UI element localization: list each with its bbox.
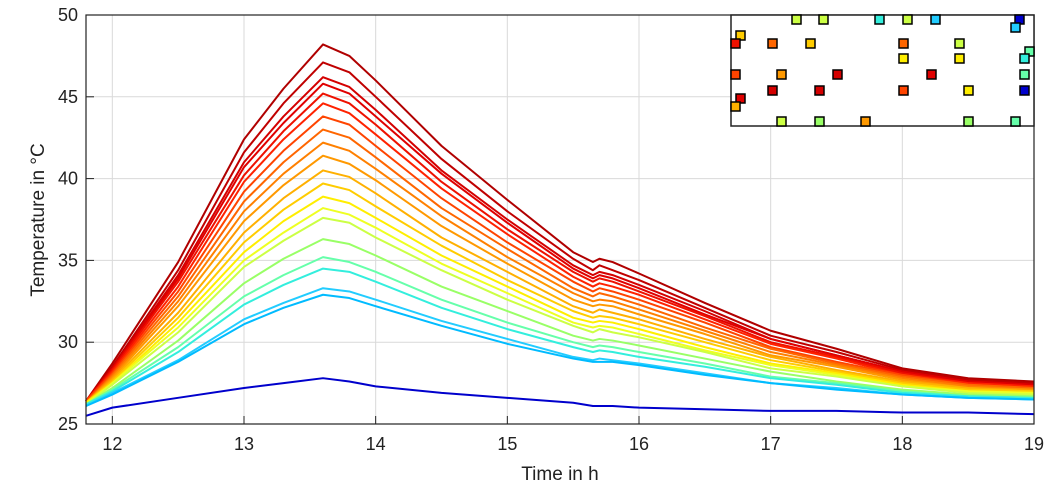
sensor xyxy=(805,38,816,49)
series-line xyxy=(85,195,1035,404)
sensor xyxy=(898,53,909,64)
series-line xyxy=(85,128,1035,404)
sensor xyxy=(954,53,965,64)
series-line xyxy=(85,102,1035,402)
sensor xyxy=(767,38,778,49)
x-tick-label: 19 xyxy=(1024,434,1044,454)
sensor xyxy=(1019,53,1030,64)
series-line xyxy=(85,293,1035,407)
y-tick-label: 35 xyxy=(58,250,78,270)
y-tick-label: 40 xyxy=(58,169,78,189)
series-line xyxy=(85,256,1035,406)
sensor xyxy=(902,14,913,25)
sensor xyxy=(814,85,825,96)
sensor xyxy=(730,69,741,80)
series-line xyxy=(85,287,1035,407)
series-line xyxy=(85,216,1035,406)
series-line xyxy=(85,154,1035,404)
y-tick-label: 50 xyxy=(58,5,78,25)
sensor xyxy=(776,69,787,80)
sensor xyxy=(963,116,974,127)
sensor xyxy=(898,38,909,49)
y-tick-label: 30 xyxy=(58,332,78,352)
sensor xyxy=(860,116,871,127)
sensor xyxy=(926,69,937,80)
series-line xyxy=(85,92,1035,402)
series-line xyxy=(85,61,1035,402)
x-tick-label: 15 xyxy=(497,434,517,454)
sensor xyxy=(791,14,802,25)
x-tick-label: 18 xyxy=(892,434,912,454)
series-line xyxy=(85,141,1035,404)
y-tick-label: 25 xyxy=(58,414,78,434)
x-tick-label: 12 xyxy=(102,434,122,454)
sensor xyxy=(954,38,965,49)
series-line xyxy=(85,115,1035,402)
series-line xyxy=(85,182,1035,404)
sensor xyxy=(1010,116,1021,127)
sensor xyxy=(776,116,787,127)
sensor xyxy=(832,69,843,80)
series-line xyxy=(85,238,1035,406)
series-line xyxy=(85,169,1035,404)
series-line xyxy=(85,82,1035,402)
y-tick-label: 45 xyxy=(58,87,78,107)
sensor xyxy=(818,14,829,25)
sensor-markers xyxy=(730,14,1035,127)
sensor xyxy=(874,14,885,25)
x-tick-label: 14 xyxy=(366,434,386,454)
sensor xyxy=(767,85,778,96)
sensor xyxy=(1010,22,1021,33)
x-tick-label: 17 xyxy=(761,434,781,454)
sensor xyxy=(1019,69,1030,80)
sensor xyxy=(1019,85,1030,96)
sensor xyxy=(730,101,741,112)
series-line xyxy=(85,377,1035,417)
sensor xyxy=(963,85,974,96)
x-tick-label: 16 xyxy=(629,434,649,454)
series-line xyxy=(85,207,1035,406)
series-line xyxy=(85,267,1035,406)
sensor xyxy=(814,116,825,127)
x-tick-label: 13 xyxy=(234,434,254,454)
series-line xyxy=(85,43,1035,402)
lines xyxy=(85,43,1035,417)
x-axis-label: Time in h xyxy=(521,464,598,485)
plot-frame xyxy=(85,14,1035,425)
sensor xyxy=(930,14,941,25)
sensor-map xyxy=(730,14,1035,127)
sensor xyxy=(898,85,909,96)
sensor xyxy=(730,38,741,49)
y-axis-label: Temperature in °C xyxy=(28,143,49,296)
axes: 12 13 14 15 16 17 18 19 25 30 35 40 45 50 xyxy=(58,5,1044,454)
